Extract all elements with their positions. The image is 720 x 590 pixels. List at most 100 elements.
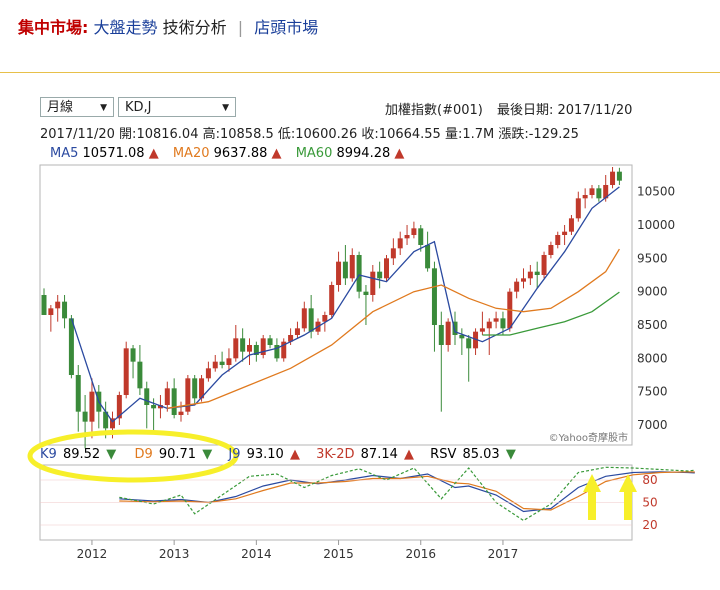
ma20-label: MA20: [172, 146, 210, 161]
dropdown-arrow-icon: ▼: [100, 103, 107, 113]
up-arrow-icon: ▲: [404, 447, 415, 462]
y-tick-label: 8500: [637, 318, 668, 332]
down-arrow-icon: ▼: [505, 447, 516, 462]
ma5-line: [70, 186, 620, 423]
down-arrow-icon: ▼: [202, 447, 213, 462]
candle-body: [411, 228, 417, 235]
3k2d-label: 3K-2D: [316, 447, 355, 462]
candle-body: [390, 248, 396, 259]
period-select[interactable]: 月線 ▼: [40, 97, 114, 117]
ma60-label: MA60: [295, 146, 333, 161]
candle-body: [123, 348, 129, 395]
y-tick-label: 9000: [637, 285, 668, 299]
x-tick-label: 2017: [488, 547, 519, 561]
candle-body: [473, 331, 479, 349]
d9-line: [119, 471, 695, 511]
candle-body: [486, 321, 492, 329]
index-info: 加權指數(#001) 最後日期: 2017/11/20: [385, 99, 632, 118]
x-tick-label: 2012: [77, 547, 108, 561]
indicator-select[interactable]: KD,J ▼: [118, 97, 236, 117]
candle-body: [185, 378, 191, 412]
candle-body: [384, 258, 389, 279]
y-tick-label: 7500: [637, 385, 668, 399]
candle-body: [240, 338, 246, 352]
divider: [0, 72, 720, 73]
candle-body: [534, 271, 540, 275]
index-name: 加權指數(#001): [385, 103, 483, 118]
rsv-label: RSV: [430, 447, 457, 462]
candle-body: [603, 185, 609, 199]
ma-legend: MA5 10571.08 ▲ MA20 9637.88 ▲ MA60 8994.…: [50, 146, 404, 161]
candle-body: [562, 231, 568, 235]
candle-body: [164, 388, 170, 405]
candle-body: [568, 218, 574, 232]
candle-body: [55, 301, 61, 309]
candle-body: [610, 171, 616, 185]
candle-body: [329, 285, 335, 315]
ohlc-line: 2017/11/20 開:10816.04 高:10858.5 低:10600.…: [40, 127, 579, 142]
d9-label: D9: [134, 447, 153, 462]
dropdown-arrow-icon: ▼: [222, 103, 229, 113]
candle-body: [500, 318, 506, 329]
k9-line: [119, 471, 695, 513]
candle-body: [178, 411, 184, 415]
candle-body: [336, 261, 342, 285]
kd-tick-label: 50: [642, 496, 657, 510]
candle-body: [267, 338, 273, 345]
candle-body: [130, 348, 136, 362]
j9-label: J9: [228, 447, 241, 462]
header-separator: |: [237, 18, 244, 37]
candle-body: [377, 271, 383, 279]
otc-market-link[interactable]: 店頭市場: [254, 18, 319, 37]
x-tick-label: 2015: [323, 547, 354, 561]
candle-body: [301, 308, 307, 329]
candle-body: [253, 345, 259, 355]
candle-body: [514, 281, 520, 292]
candle-body: [82, 411, 88, 422]
y-tick-label: 10000: [637, 218, 675, 232]
candle-body: [48, 308, 54, 315]
indicator-select-value: KD,J: [125, 100, 152, 115]
market-trend-link[interactable]: 大盤走勢: [93, 18, 158, 37]
j9-value: 93.10: [246, 447, 284, 462]
k9-value: 89.52: [62, 447, 101, 462]
candle-body: [425, 245, 431, 269]
candle-body: [308, 308, 314, 332]
candle-body: [192, 378, 198, 399]
candle-body: [212, 361, 218, 369]
x-tick-label: 2016: [405, 547, 436, 561]
candle-body: [233, 338, 239, 359]
up-arrow-icon: ▲: [148, 146, 159, 161]
candle-body: [418, 228, 424, 245]
candle-body: [582, 195, 588, 199]
candle-body: [541, 255, 547, 275]
kd-legend: K9 89.52 ▼ D9 90.71 ▼ J9 93.10 ▲ 3K-2D 8…: [40, 447, 518, 462]
candle-body: [431, 268, 437, 325]
candle-body: [205, 368, 211, 379]
candle-body: [294, 328, 300, 335]
highlight-arrow: [619, 474, 637, 520]
technical-analysis-link[interactable]: 技術分析: [162, 18, 227, 37]
candle-body: [555, 235, 561, 245]
y-tick-label: 8000: [637, 351, 668, 365]
candle-body: [62, 301, 68, 319]
candle-body: [281, 341, 287, 359]
candle-body: [493, 318, 499, 322]
ma5-label: MA5: [50, 146, 79, 161]
price-panel-frame: [39, 164, 633, 446]
up-arrow-icon: ▲: [394, 146, 405, 161]
candle-body: [226, 358, 232, 365]
x-tick-label: 2014: [241, 547, 272, 561]
candle-body: [151, 405, 157, 409]
3k2d-value: 87.14: [360, 447, 398, 462]
period-select-value: 月線: [47, 100, 74, 115]
ma60-value: 8994.28: [336, 146, 391, 161]
candle-body: [445, 321, 451, 345]
candle-body: [219, 361, 225, 365]
candle-body: [438, 325, 444, 345]
y-tick-label: 7000: [637, 418, 668, 432]
candle-body: [247, 345, 252, 352]
candle-body: [137, 361, 143, 389]
candle-body: [575, 198, 581, 219]
